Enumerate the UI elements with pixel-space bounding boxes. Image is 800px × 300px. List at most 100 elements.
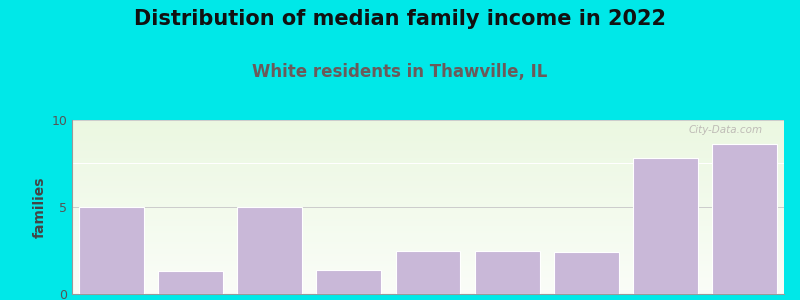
Bar <box>72 268 784 270</box>
Bar <box>72 202 784 203</box>
Bar <box>72 207 784 209</box>
Bar <box>72 203 784 205</box>
Bar <box>72 148 784 150</box>
Bar <box>72 191 784 193</box>
Bar <box>72 183 784 184</box>
Bar <box>72 216 784 218</box>
Bar <box>72 151 784 153</box>
Bar <box>72 282 784 284</box>
Bar <box>72 214 784 216</box>
Bar <box>72 198 784 200</box>
Bar <box>72 144 784 146</box>
Bar <box>72 224 784 226</box>
Bar <box>474 250 539 294</box>
Bar <box>72 219 784 221</box>
Bar <box>72 195 784 197</box>
Bar <box>72 196 784 198</box>
Bar <box>72 186 784 188</box>
Bar <box>72 272 784 273</box>
Bar <box>72 188 784 190</box>
Bar <box>72 249 784 250</box>
Bar <box>72 181 784 183</box>
Y-axis label: families: families <box>33 176 47 238</box>
Bar <box>72 290 784 292</box>
Bar <box>72 124 784 125</box>
Bar <box>72 250 784 252</box>
Bar <box>633 158 698 294</box>
Bar <box>712 144 777 294</box>
Bar <box>72 129 784 130</box>
Bar <box>72 211 784 212</box>
Bar <box>72 230 784 231</box>
Bar <box>72 193 784 195</box>
Bar <box>72 235 784 237</box>
Bar <box>72 137 784 139</box>
Bar <box>72 257 784 259</box>
Bar <box>72 261 784 263</box>
Bar <box>72 125 784 127</box>
Text: Distribution of median family income in 2022: Distribution of median family income in … <box>134 9 666 29</box>
Bar <box>72 134 784 136</box>
Bar <box>72 132 784 134</box>
Bar <box>72 280 784 282</box>
Bar <box>72 130 784 132</box>
Bar <box>72 190 784 191</box>
Bar <box>72 136 784 137</box>
Bar <box>72 142 784 144</box>
Bar <box>72 155 784 157</box>
Bar <box>72 167 784 169</box>
Bar <box>395 250 461 294</box>
Bar <box>72 254 784 256</box>
Bar <box>72 237 784 238</box>
Bar <box>72 252 784 254</box>
Bar <box>72 242 784 244</box>
Bar <box>72 275 784 277</box>
Bar <box>72 158 784 160</box>
Bar <box>72 122 784 124</box>
Bar <box>72 184 784 186</box>
Bar <box>72 150 784 151</box>
Bar <box>72 205 784 207</box>
Bar <box>72 284 784 285</box>
Bar <box>72 170 784 172</box>
Bar <box>72 277 784 278</box>
Bar <box>72 146 784 148</box>
Bar <box>72 245 784 247</box>
Bar <box>72 259 784 261</box>
Bar <box>72 278 784 280</box>
Bar <box>72 233 784 235</box>
Bar <box>72 264 784 266</box>
Bar <box>72 162 784 164</box>
Bar <box>72 266 784 268</box>
Bar <box>72 263 784 264</box>
Bar <box>72 289 784 290</box>
Bar <box>238 207 302 294</box>
Bar <box>72 238 784 240</box>
Bar <box>72 228 784 230</box>
Bar <box>72 200 784 202</box>
Bar <box>72 218 784 219</box>
Bar <box>72 127 784 129</box>
Bar <box>72 226 784 228</box>
Bar <box>72 247 784 249</box>
Text: White residents in Thawville, IL: White residents in Thawville, IL <box>252 63 548 81</box>
Bar <box>79 207 144 294</box>
Bar <box>317 270 382 294</box>
Bar <box>72 244 784 245</box>
Bar <box>72 179 784 181</box>
Bar <box>72 240 784 242</box>
Bar <box>72 287 784 289</box>
Bar <box>72 256 784 257</box>
Bar <box>72 153 784 155</box>
Bar <box>72 139 784 141</box>
Bar <box>72 231 784 233</box>
Bar <box>72 141 784 142</box>
Bar <box>72 165 784 167</box>
Bar <box>72 270 784 272</box>
Bar <box>72 174 784 176</box>
Bar <box>72 120 784 122</box>
Bar <box>72 285 784 287</box>
Bar <box>72 172 784 174</box>
Bar <box>72 176 784 177</box>
Bar <box>72 223 784 224</box>
